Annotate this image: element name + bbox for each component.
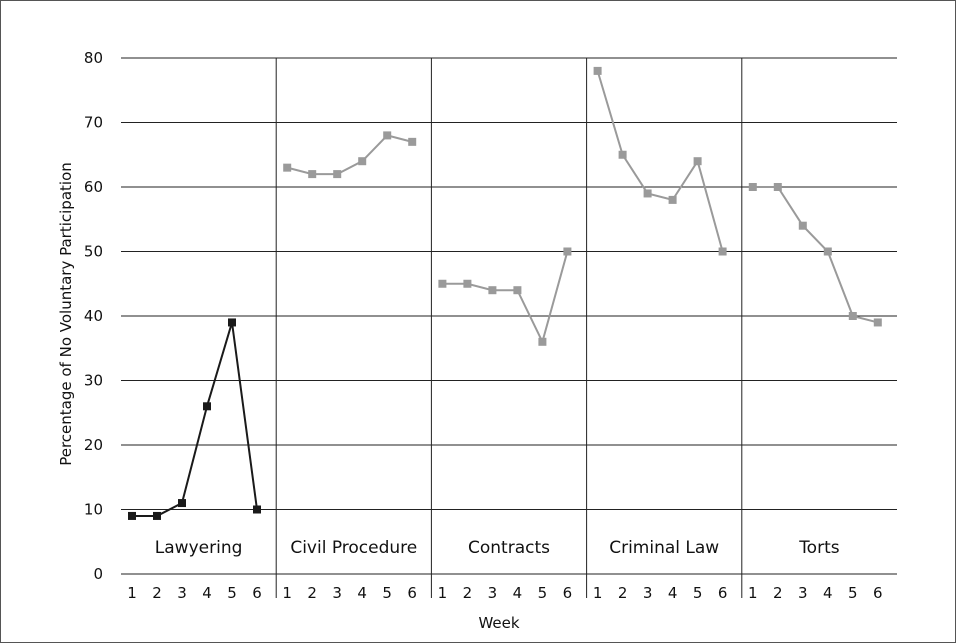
series-line-torts [752, 186, 879, 324]
week-tick-civil-procedure-3: 3 [332, 584, 342, 602]
point-contracts-week-2 [463, 279, 472, 288]
point-criminal-law-week-4 [668, 195, 677, 204]
week-tick-criminal-law-1: 1 [593, 584, 603, 602]
week-tick-criminal-law-5: 5 [693, 584, 703, 602]
point-contracts-week-4 [513, 286, 522, 295]
week-tick-lawyering-4: 4 [202, 584, 212, 602]
point-torts-week-4 [823, 247, 832, 256]
point-lawyering-week-2 [153, 511, 161, 520]
week-tick-criminal-law-4: 4 [668, 584, 678, 602]
week-tick-civil-procedure-5: 5 [382, 584, 392, 602]
y-tick-50: 50 [84, 243, 103, 261]
y-tick-30: 30 [84, 372, 103, 390]
point-criminal-law-week-2 [618, 150, 627, 159]
panel-dividers [275, 58, 743, 598]
week-tick-contracts-3: 3 [488, 584, 498, 602]
y-tick-70: 70 [84, 114, 103, 132]
point-torts-week-3 [798, 221, 807, 230]
y-tick-20: 20 [84, 436, 103, 454]
point-criminal-law-week-6 [718, 247, 727, 256]
week-tick-torts-6: 6 [873, 584, 883, 602]
week-tick-criminal-law-6: 6 [718, 584, 728, 602]
week-tick-contracts-1: 1 [438, 584, 448, 602]
y-tick-80: 80 [84, 49, 103, 67]
week-tick-lawyering-5: 5 [227, 584, 237, 602]
week-tick-civil-procedure-1: 1 [282, 584, 292, 602]
point-civil-procedure-week-4 [358, 157, 367, 166]
week-tick-contracts-6: 6 [563, 584, 573, 602]
point-lawyering-week-1 [128, 511, 136, 520]
point-contracts-week-6 [563, 247, 572, 256]
point-criminal-law-week-5 [693, 157, 702, 166]
point-contracts-week-5 [538, 337, 547, 346]
point-civil-procedure-week-5 [383, 131, 392, 140]
week-tick-torts-2: 2 [773, 584, 783, 602]
y-axis: 0 10 20 30 40 50 60 70 80 [84, 49, 103, 583]
point-civil-procedure-week-1 [283, 163, 292, 172]
panel-label-lawyering: Lawyering [155, 538, 243, 558]
week-tick-contracts-4: 4 [513, 584, 523, 602]
week-tick-criminal-law-2: 2 [618, 584, 628, 602]
series-line-contracts [442, 251, 569, 345]
x-axis-label: Week [478, 614, 519, 632]
week-tick-lawyering-6: 6 [252, 584, 262, 602]
series-layer [128, 66, 882, 520]
panel-label-contracts: Contracts [468, 538, 550, 558]
point-contracts-week-1 [438, 279, 447, 288]
point-criminal-law-week-1 [593, 66, 602, 75]
week-tick-contracts-2: 2 [463, 584, 473, 602]
point-torts-week-5 [848, 312, 857, 320]
week-tick-torts-1: 1 [748, 584, 758, 602]
point-lawyering-week-3 [178, 499, 186, 508]
week-tick-torts-5: 5 [848, 584, 858, 602]
point-torts-week-1 [748, 183, 757, 191]
gridlines [121, 57, 897, 575]
week-tick-lawyering-1: 1 [127, 584, 137, 602]
panel-label-civil-procedure: Civil Procedure [290, 538, 417, 558]
point-lawyering-week-4 [203, 402, 211, 411]
y-tick-60: 60 [84, 178, 103, 196]
y-tick-10: 10 [84, 501, 103, 519]
point-criminal-law-week-3 [643, 189, 652, 198]
point-lawyering-week-6 [253, 505, 261, 514]
week-tick-criminal-law-3: 3 [643, 584, 653, 602]
point-lawyering-week-5 [228, 318, 236, 327]
point-civil-procedure-week-3 [333, 170, 342, 179]
point-civil-procedure-week-6 [408, 137, 417, 146]
week-tick-lawyering-3: 3 [177, 584, 187, 602]
week-tick-lawyering-2: 2 [152, 584, 162, 602]
week-tick-torts-4: 4 [823, 584, 833, 602]
week-tick-contracts-5: 5 [538, 584, 548, 602]
point-contracts-week-3 [488, 286, 497, 295]
week-tick-civil-procedure-2: 2 [307, 584, 317, 602]
point-civil-procedure-week-2 [308, 170, 317, 179]
series-line-lawyering [132, 322, 258, 517]
week-tick-torts-3: 3 [798, 584, 808, 602]
week-tick-civil-procedure-6: 6 [407, 584, 417, 602]
panel-label-torts: Torts [798, 538, 840, 558]
point-torts-week-2 [773, 183, 782, 191]
y-tick-40: 40 [84, 307, 103, 325]
y-tick-0: 0 [93, 565, 103, 583]
series-line-criminal-law [596, 70, 724, 252]
week-tick-civil-procedure-4: 4 [357, 584, 367, 602]
series-line-civil-procedure [286, 134, 413, 176]
y-axis-label: Percentage of No Voluntary Participation [57, 162, 75, 466]
panel-label-criminal-law: Criminal Law [609, 538, 719, 558]
point-torts-week-6 [873, 318, 882, 327]
